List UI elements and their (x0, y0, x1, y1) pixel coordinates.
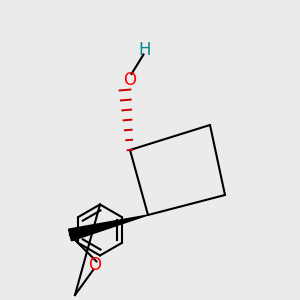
Polygon shape (68, 215, 148, 241)
Text: H: H (139, 41, 151, 59)
Text: O: O (88, 256, 101, 274)
Text: O: O (124, 71, 136, 89)
